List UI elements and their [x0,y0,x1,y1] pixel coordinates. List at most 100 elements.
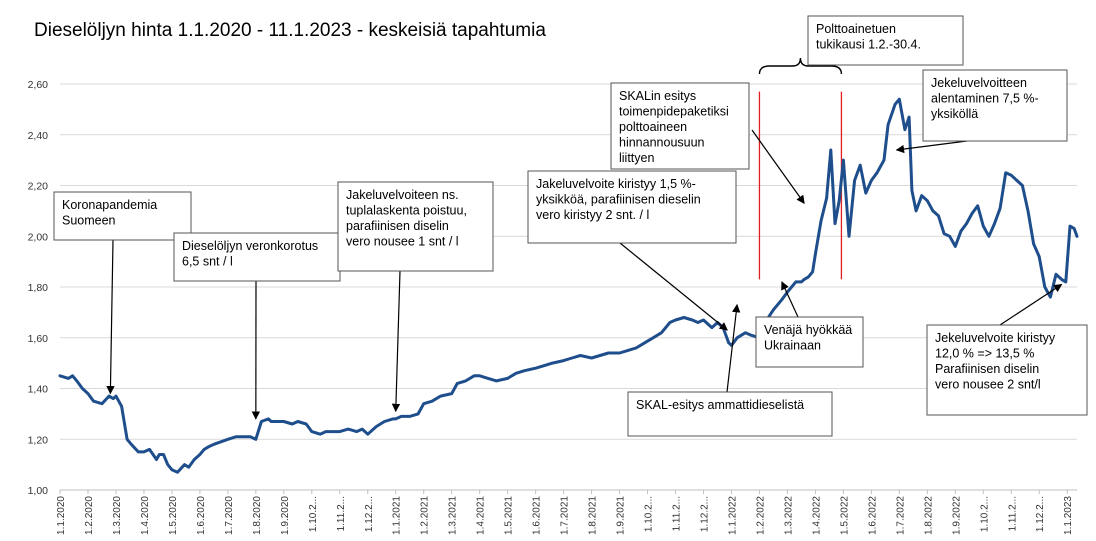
annotation-text: Suomeen [62,214,116,228]
annotation-box [922,69,1068,142]
x-tick-label: 1.7.2021 [560,496,571,535]
x-tick-label: 1.3.2021 [448,496,459,535]
x-tick-label: 1.1.2022 [727,496,738,535]
annotation-text: 6,5 snt / l [182,255,233,269]
x-tick-label: 1.5.2020 [168,496,179,535]
annotation-arrow [726,303,741,393]
x-tick-label: 1.4.2022 [811,496,822,535]
x-tick-label: 1.8.2021 [588,496,599,535]
annotation-text: toimenpidepaketiksi [619,105,729,119]
annotation-text: Dieselöljyn veronkorotus [182,239,318,253]
annotations: Koronapandemia Suomeen Dieselöljyn veronko… [53,15,1088,437]
x-tick-label: 1.9.2022 [951,496,962,535]
annotation-text: Jakeluvelvoite kiristyy 1,5 %- [536,177,696,191]
y-tick-label: 1,40 [28,384,49,396]
annotation-9: Jekeluvelvoitteen alentaminen 7,5 %-yksik… [895,69,1068,154]
y-tick-label: 1,00 [28,485,49,497]
annotation-arrow [781,281,799,318]
annotation-arrow [999,283,1063,326]
annotation-text: Parafiinisen diselin [935,362,1039,376]
x-tick-label: 1.10.2... [644,496,655,532]
y-tick-label: 2,00 [28,231,49,243]
annotation-text: Koronapandemia [62,198,157,212]
x-tick-label: 1.7.2020 [224,496,235,535]
annotation-arrow [391,270,401,413]
annotation-box [627,391,833,437]
y-tick-label: 2,20 [28,181,49,193]
x-tick-label: 1.12.2... [699,496,710,532]
annotation-text: vero nousee 1 snt / l [346,235,459,249]
annotation-text: polttoaineen [619,120,687,134]
annotation-3: Jakeluvelvoiteen ns. tuplalaskenta poistu… [337,181,494,413]
y-tick-label: 2,40 [28,130,49,142]
x-tick-label: 1.1.2021 [392,496,403,535]
annotation-8: Polttoainetuen tukikausi 1.2.-30.4. [807,15,964,66]
x-tick-label: 1.9.2021 [616,496,627,535]
annotation-box [926,324,1088,416]
annotation-text: vero kiristyy 2 snt. / l [536,208,649,222]
x-tick-label: 1.10.2... [979,496,990,532]
annotation-box [173,232,341,282]
annotation-text: SKALin esitys [619,89,696,103]
annotation-6: SKALin esitys toimenpidepaketiksipolttoai… [610,82,805,204]
annotation-box [53,191,192,241]
annotation-text: tukikausi 1.2.-30.4. [816,38,921,52]
annotation-arrow [106,239,115,395]
x-tick-label: 1.3.2020 [112,496,123,535]
annotation-7: Venäjä hyökkää Ukrainaan [755,281,864,368]
x-tick-label: 1.6.2022 [867,496,878,535]
annotation-text: Venäjä hyökkää [764,323,852,337]
annotation-text: 12,0 % => 13,5 % [935,347,1034,361]
x-axis: 1.1.2020 1.2.2020 1.3.2020 1.4.2020 1.5.2020… [56,490,1074,535]
period-brace [758,57,843,75]
annotation-box [527,170,737,244]
annotation-text: hinnannousuun [619,136,705,150]
x-tick-label: 1.7.2022 [895,496,906,535]
annotation-text: Jakeluvelvoiteen ns. [346,188,459,202]
x-tick-label: 1.5.2021 [504,496,515,535]
annotation-text: SKAL-esitys ammattidieselistä [636,398,804,412]
annotation-arrow [751,129,805,204]
y-tick-label: 1,20 [28,434,49,446]
y-tick-label: 1,80 [28,282,49,294]
annotation-text: tuplalaskenta poistuu, [346,204,467,218]
x-tick-label: 1.8.2022 [923,496,934,535]
x-tick-label: 1.11.2... [336,496,347,531]
y-tick-label: 1,60 [28,333,49,345]
annotation-box [807,15,964,66]
x-tick-label: 1.2.2020 [84,496,95,535]
x-tick-label: 1.5.2022 [839,496,850,535]
x-tick-label: 1.4.2020 [140,496,151,535]
annotation-text: parafiinisen diselin [346,219,449,233]
x-tick-label: 1.2.2022 [755,496,766,535]
annotation-text: liittyen [619,151,654,165]
annotation-4: Jakeluvelvoite kiristyy 1,5 %- yksikköä, … [527,170,737,331]
x-tick-label: 1.10.2... [308,496,319,532]
annotation-text: vero nousee 2 snt/l [935,378,1041,392]
x-tick-label: 1.2.2021 [420,496,431,535]
x-tick-label: 1.1.2023 [1063,496,1074,535]
x-tick-label: 1.1.2020 [56,496,67,535]
x-tick-label: 1.8.2020 [252,496,263,535]
annotation-box [337,181,494,272]
x-tick-label: 1.12.2... [1035,496,1046,532]
y-tick-label: 2,60 [28,79,49,91]
annotation-10: Jekeluvelvoite kiristyy 12,0 % => 13,5 %P… [926,283,1088,416]
annotation-text: yksiköllä [931,107,978,121]
x-tick-label: 1.12.2... [364,496,375,532]
annotation-box [755,316,864,368]
annotation-2: Dieselöljyn veronkorotus 6,5 snt / l [173,232,341,420]
x-tick-label: 1.11.2... [1007,496,1018,531]
x-tick-label: 1.11.2... [672,496,683,531]
annotation-5: SKAL-esitys ammattidieselistä [627,303,833,437]
series-group [58,97,1079,474]
annotation-box [610,82,750,170]
series-line [58,97,1079,474]
x-tick-label: 1.6.2020 [196,496,207,535]
annotation-text: Jekeluvelvoitteen [931,76,1027,90]
annotation-text: Polttoainetuen [816,22,896,36]
x-tick-label: 1.9.2020 [280,496,291,535]
grid-lines [60,83,1077,491]
annotation-text: Jekeluvelvoite kiristyy [935,331,1056,345]
